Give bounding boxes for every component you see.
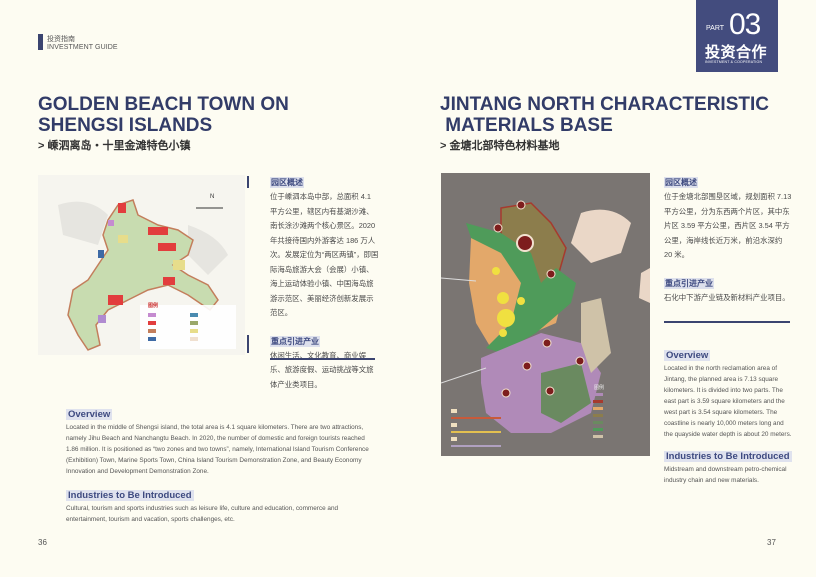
right-overview-text: Located in the north reclamation area of… <box>664 365 792 438</box>
shengsi-map: 图例 N <box>38 175 245 355</box>
right-industry-heading: Industries to Be Introduced <box>664 451 792 462</box>
left-title-line2: SHENGSI ISLANDS <box>38 115 213 136</box>
right-cn-industry-heading: 重点引进产业 <box>664 277 714 289</box>
right-title: JINTANG NORTH CHARACTERISTIC MATERIALS B… <box>440 94 769 153</box>
map-bracket-bottom <box>247 335 249 353</box>
right-map-legend-title: 图例 <box>594 384 604 391</box>
right-subtitle: > 金塘北部特色材料基地 <box>440 140 560 152</box>
right-title-line2: MATERIALS BASE <box>440 115 613 136</box>
left-overview-heading: Overview <box>66 409 113 420</box>
right-industry-text: Midstream and downstream petro-chemical … <box>664 466 787 484</box>
header-guide-cn: 投资指南 <box>47 36 75 43</box>
right-page-number: 37 <box>767 538 776 547</box>
left-title-line1: GOLDEN BEACH TOWN ON <box>38 94 289 115</box>
left-industry-text: Cultural, tourism and sports industries … <box>66 505 339 523</box>
left-cn-overview-heading: 园区概述 <box>270 177 304 188</box>
left-title: GOLDEN BEACH TOWN ON SHENGSI ISLANDS > 嵊… <box>38 94 289 153</box>
left-cn-industry-heading: 重点引进产业 <box>270 335 320 347</box>
left-map-legend-title: 图例 <box>148 302 158 309</box>
map-bracket-top <box>247 176 249 188</box>
left-cn-industry-text: 休闲生活、文化教育、商业娱乐、旅游度假、运动挑战等文旅体产业类项目。 <box>270 350 374 389</box>
header-accent-bar <box>38 34 43 50</box>
left-page-number: 36 <box>38 538 47 547</box>
part-title-cn: 投资合作 <box>705 44 768 61</box>
right-cn-industry-text: 石化中下游产业链及新材料产业项目。 <box>664 292 790 302</box>
right-divider <box>664 321 790 323</box>
right-title-line1: JINTANG NORTH CHARACTERISTIC <box>440 94 769 115</box>
right-en-info: Overview Located in the north reclamatio… <box>664 345 792 486</box>
right-cn-overview-heading: 园区概述 <box>664 177 698 188</box>
right-overview-heading: Overview <box>664 350 711 361</box>
part-badge: PART 03 投资合作 INVESTMENT & COOPERATION <box>696 0 778 72</box>
svg-text:N: N <box>210 194 214 200</box>
left-cn-info: 园区概述 位于嵊泗本岛中部，总面积 4.1 平方公里，辖区内有基湖沙滩、南长涂沙… <box>270 172 380 402</box>
part-title-en: INVESTMENT & COOPERATION <box>705 60 763 64</box>
left-subtitle: > 嵊泗离岛・十里金滩特色小镇 <box>38 140 191 152</box>
jintang-map: 图例 <box>441 173 650 456</box>
left-industry-heading: Industries to Be Introduced <box>66 490 194 501</box>
part-number: 03 <box>729 8 761 41</box>
right-cn-info: 园区概述 位于金塘北部围垦区域，规划面积 7.13 平方公里，分为东西两个片区，… <box>664 172 792 315</box>
left-en-info: Overview Located in the middle of Shengs… <box>66 404 378 525</box>
left-divider <box>270 358 375 360</box>
part-label: PART <box>706 25 725 32</box>
left-overview-text: Located in the middle of Shengsi island,… <box>66 424 369 475</box>
left-cn-overview-text: 位于嵊泗本岛中部，总面积 4.1 平方公里，辖区内有基湖沙滩、南长涂沙滩两个核心… <box>270 192 379 317</box>
right-cn-overview-text: 位于金塘北部围垦区域，规划面积 7.13 平方公里，分为东西两个片区，其中东片区… <box>664 192 792 259</box>
header-guide-en: INVESTMENT GUIDE <box>47 44 118 51</box>
